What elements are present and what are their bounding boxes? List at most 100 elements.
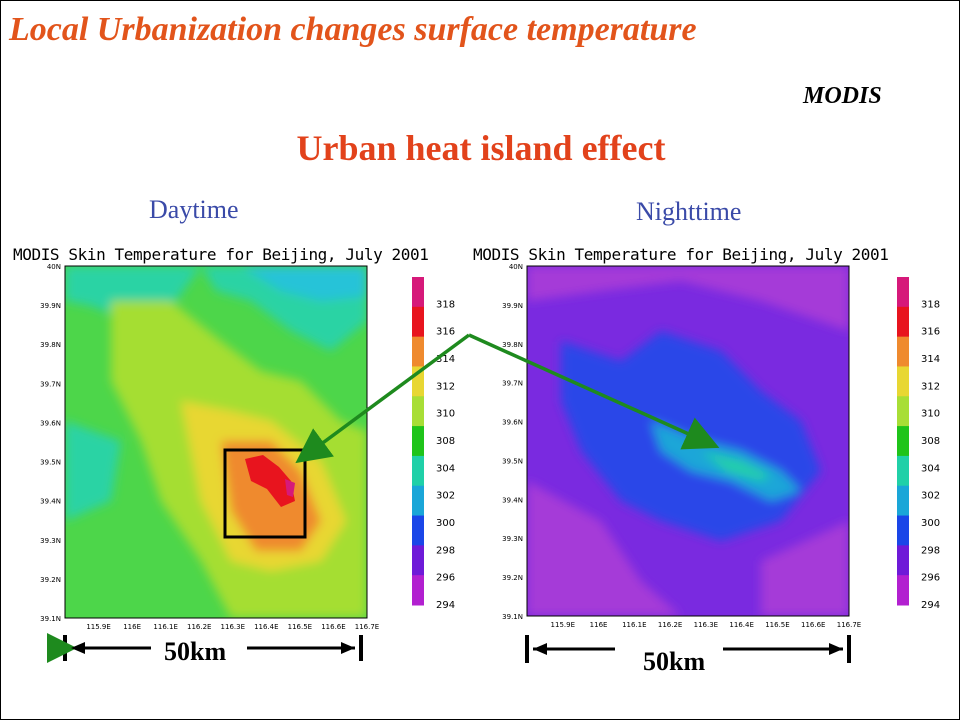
arrow-to-daytime-core: [295, 333, 471, 464]
colorbar-tick-label: 304: [921, 463, 940, 474]
y-tick-label: 39.3N: [40, 537, 61, 545]
x-tick-label: 116.2E: [187, 623, 211, 631]
colorbar-tick-label: 300: [436, 518, 455, 529]
colorbar-swatch: [897, 455, 909, 487]
arrow-to-nighttime-core: [468, 333, 720, 450]
nighttime-map: [527, 266, 849, 616]
nighttime-scale-label: 50km: [643, 647, 706, 676]
colorbar-tick-label: 304: [436, 463, 455, 474]
colorbar-swatch: [897, 277, 909, 308]
urban-highlight-box: [223, 448, 307, 539]
y-tick-label: 39.5N: [502, 457, 523, 465]
colorbar-tick-label: 298: [921, 545, 940, 556]
y-tick-label: 39.9N: [40, 302, 61, 310]
x-tick-label: 116.2E: [658, 621, 682, 629]
nighttime-label: Nighttime: [636, 197, 742, 226]
colorbar-tick-label: 316: [921, 327, 940, 338]
colorbar-swatch: [412, 575, 424, 606]
x-tick-label: 116.3E: [694, 621, 718, 629]
colorbar-swatch: [412, 336, 424, 367]
y-tick-label: 39.1N: [40, 615, 61, 623]
colorbar-tick-label: 308: [436, 436, 455, 447]
colorbar-tick-label: 296: [921, 573, 940, 584]
daytime-scale-bar: [47, 633, 363, 663]
daytime-scale-label: 50km: [164, 637, 227, 666]
daytime-plot-title: MODIS Skin Temperature for Beijing, July…: [13, 245, 429, 264]
colorbar-tick-label: 314: [921, 354, 940, 365]
y-tick-label: 39.2N: [40, 576, 61, 584]
colorbar-swatch: [897, 485, 909, 517]
colorbar-swatch: [897, 366, 909, 397]
y-tick-label: 39.9N: [502, 302, 523, 310]
colorbar-tick-label: 298: [436, 545, 455, 556]
colorbar-tick-label: 318: [921, 299, 940, 310]
colorbar-swatch: [412, 426, 424, 457]
y-tick-label: 40N: [509, 263, 523, 271]
y-tick-label: 39.3N: [502, 535, 523, 543]
colorbar-swatch: [412, 306, 424, 338]
colorbar-swatch: [897, 306, 909, 338]
nighttime-frame: [526, 265, 850, 617]
colorbar-swatch: [412, 515, 424, 546]
colorbar-swatch: [897, 426, 909, 457]
colorbar-swatch: [897, 545, 909, 576]
colorbar-swatch: [412, 545, 424, 576]
colorbar-tick-label: 296: [436, 573, 455, 584]
y-tick-label: 39.2N: [502, 574, 523, 582]
y-tick-label: 39.4N: [40, 498, 61, 506]
x-tick-label: 116.4E: [729, 621, 753, 629]
colorbar-swatch: [897, 515, 909, 546]
colorbar-tick-label: 294: [921, 600, 940, 611]
x-tick-label: 116.6E: [321, 623, 345, 631]
y-tick-label: 39.8N: [40, 341, 61, 349]
daytime-map: [65, 266, 367, 618]
y-tick-label: 39.8N: [502, 341, 523, 349]
x-tick-label: 116.3E: [221, 623, 245, 631]
colorbar-swatch: [412, 396, 424, 427]
colorbar-tick-label: 312: [436, 381, 455, 392]
colorbar-tick-label: 312: [921, 381, 940, 392]
x-tick-label: 116E: [590, 621, 608, 629]
y-tick-label: 39.6N: [502, 419, 523, 427]
colorbar-tick-label: 308: [921, 436, 940, 447]
nighttime-plot-title: MODIS Skin Temperature for Beijing, July…: [473, 245, 889, 264]
colorbar-tick-label: 310: [436, 409, 455, 420]
colorbar-swatch: [897, 336, 909, 367]
daytime-label: Daytime: [149, 195, 239, 224]
colorbar-tick-label: 294: [436, 600, 455, 611]
x-tick-label: 116E: [123, 623, 141, 631]
x-tick-label: 115.9E: [551, 621, 575, 629]
colorbar-tick-label: 302: [436, 491, 455, 502]
y-tick-label: 39.1N: [502, 613, 523, 621]
x-tick-label: 115.9E: [86, 623, 110, 631]
x-tick-label: 116.7E: [355, 623, 379, 631]
y-tick-label: 39.7N: [502, 380, 523, 388]
daytime-frame: [64, 265, 368, 619]
colorbar-swatch: [412, 485, 424, 517]
x-tick-label: 116.1E: [153, 623, 177, 631]
source-label: MODIS: [803, 83, 882, 109]
slide-subtitle: Urban heat island effect: [296, 128, 666, 168]
colorbar-swatch: [412, 277, 424, 308]
y-tick-label: 39.4N: [502, 496, 523, 504]
slide-title: Local Urbanization changes surface tempe…: [9, 11, 697, 48]
colorbar-tick-label: 302: [921, 491, 940, 502]
y-tick-label: 40N: [47, 263, 61, 271]
y-tick-label: 39.6N: [40, 419, 61, 427]
x-tick-label: 116.6E: [801, 621, 825, 629]
colorbar-tick-label: 310: [921, 409, 940, 420]
colorbar-tick-label: 314: [436, 354, 455, 365]
colorbar-swatch: [897, 396, 909, 427]
nighttime-scale-bar: [525, 635, 851, 663]
colorbar-swatch: [897, 575, 909, 606]
x-tick-label: 116.7E: [837, 621, 861, 629]
x-tick-label: 116.4E: [254, 623, 278, 631]
x-tick-label: 116.5E: [288, 623, 312, 631]
x-tick-label: 116.1E: [622, 621, 646, 629]
colorbar-tick-label: 318: [436, 299, 455, 310]
x-tick-label: 116.5E: [765, 621, 789, 629]
y-tick-label: 39.7N: [40, 380, 61, 388]
colorbar-swatch: [412, 455, 424, 487]
